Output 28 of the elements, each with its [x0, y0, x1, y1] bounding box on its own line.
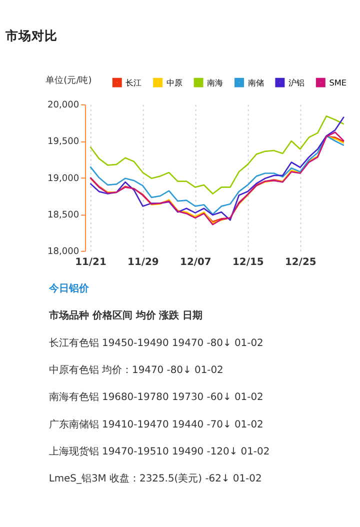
text: 南海有色铝 19680-19780 19730 -60↓ 01-02: [48, 391, 264, 404]
x-tick-label: 11/29: [128, 256, 159, 268]
x-tick-label: 12/07: [180, 256, 212, 268]
x-tick-label: 12/15: [232, 256, 264, 268]
y-tick-label: 18,000: [48, 247, 80, 258]
line-series: [90, 116, 345, 221]
text: 上海现货铝 19470-19510 19490 -120↓ 01-02: [48, 445, 270, 458]
legend-label: 南储: [248, 77, 264, 88]
text: LmeS_铝3M 收盘：2325.5(美元) -62↓ 01-02: [48, 472, 262, 485]
line-series: [90, 115, 345, 194]
y-tick-label: 19,500: [48, 137, 80, 148]
x-tick-label: 12/25: [284, 256, 316, 268]
text: 中原有色铝 均价：19470 -80↓ 01-02: [48, 364, 224, 376]
y-tick-label: 20,000: [48, 100, 80, 111]
text: 今日铝价: [48, 282, 90, 295]
legend-label: 南海: [207, 77, 224, 88]
text: 广东南储铝 19410-19470 19440 -70↓ 01-02: [48, 418, 264, 430]
text: 长江有色铝 19450-19490 19470 -80↓ 01-02: [48, 336, 264, 349]
y-axis-title: 单位(元/吨): [46, 75, 92, 86]
legend-label: SME: [329, 77, 347, 88]
y-tick-label: 18,500: [48, 210, 80, 220]
x-tick-label: 11/21: [75, 256, 106, 268]
y-tick-label: 19,000: [48, 174, 80, 184]
legend-label: 沪铝: [288, 77, 305, 88]
legend-label: 中原: [166, 77, 182, 88]
chart-title: 市场对比: [4, 28, 58, 44]
text: 市场品种 价格区间 均价 涨跌 日期: [48, 310, 203, 322]
legend-label: 长江: [126, 77, 142, 88]
